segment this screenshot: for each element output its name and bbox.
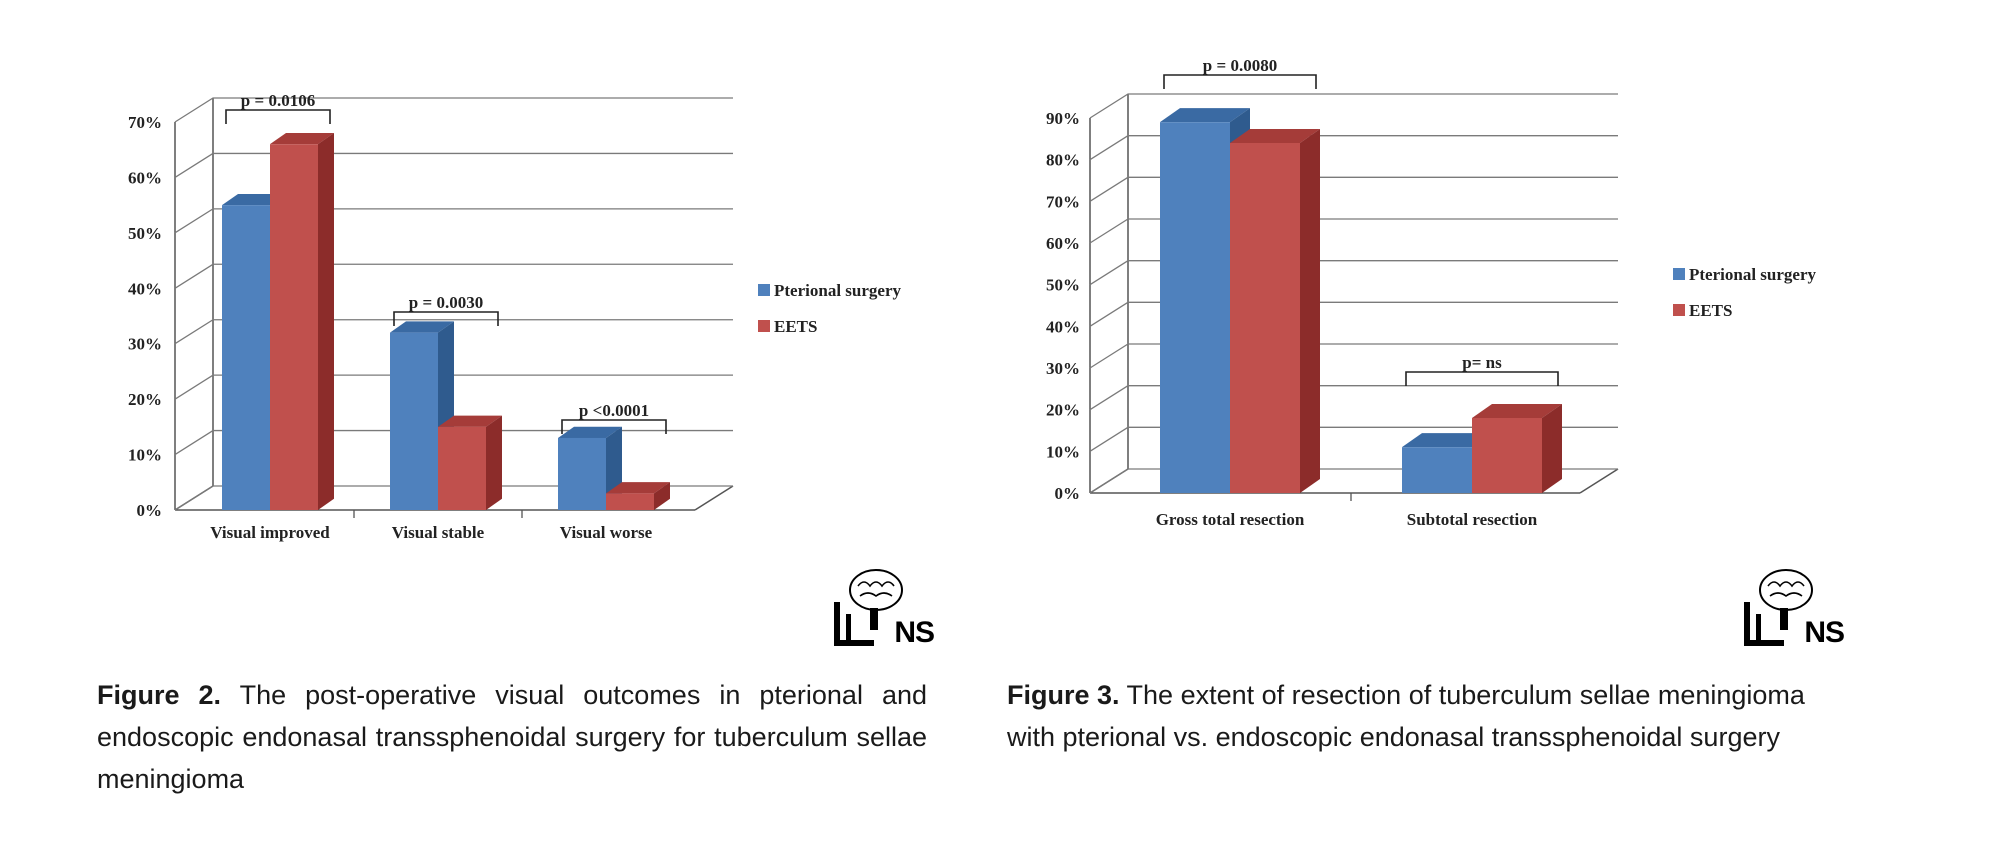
y-tick-label: 90% (1046, 109, 1080, 128)
bar-pterional (222, 205, 270, 510)
y-tick-label: 70% (1046, 192, 1080, 211)
figure-2-text: The post-operative visual outcomes in pt… (97, 680, 927, 794)
bar-pterional (558, 437, 606, 510)
legend-swatch (1673, 304, 1685, 316)
bar-top (1160, 108, 1250, 123)
bar-side (1300, 129, 1320, 493)
y-tick-label: 0% (1055, 484, 1081, 503)
bar-top (558, 426, 622, 438)
p-value-bracket (1163, 74, 1317, 89)
gridline (174, 97, 733, 123)
y-tick-label: 80% (1046, 151, 1080, 170)
y-tick-label: 20% (128, 390, 162, 409)
y-tick-label: 50% (1046, 276, 1080, 295)
y-tick-label: 30% (1046, 359, 1080, 378)
legend-label: EETS (1689, 301, 1732, 320)
gridline (1089, 426, 1618, 452)
p-value-bracket (1405, 371, 1559, 386)
y-tick-label: 60% (1046, 234, 1080, 253)
y-tick-label: 60% (128, 168, 162, 187)
gridline (174, 374, 733, 400)
logo-text: NS (894, 616, 935, 649)
gridline (174, 319, 733, 345)
legend-swatch (758, 284, 770, 296)
gridline (1089, 260, 1618, 286)
bar-pterional (390, 332, 438, 510)
figure-2-chart: 0% 10% 20% 30% 40% 50% 60% 70% Visual improved p … (128, 91, 901, 542)
p-value-bracket (225, 109, 331, 124)
x-category-label: Visual stable (392, 523, 485, 542)
figure-3-caption: Figure 3. The extent of resection of tub… (1007, 674, 1847, 758)
gridline (1089, 176, 1618, 202)
journal-logo-right: NS (1740, 568, 1845, 650)
y-tick-label: 0% (137, 501, 163, 520)
legend-label: Pterional surgery (774, 281, 901, 300)
p-value-label: p= ns (1462, 353, 1502, 372)
y-tick-label: 30% (128, 335, 162, 354)
gridline (1089, 218, 1618, 244)
x-category-label: Visual improved (210, 523, 330, 542)
y-tick-label: 70% (128, 113, 162, 132)
bar-pterional (1160, 122, 1230, 494)
bar-top (1402, 433, 1492, 448)
figure-3-label: Figure 3. (1007, 680, 1120, 710)
bar-side (486, 415, 502, 510)
legend-label: EETS (774, 317, 817, 336)
p-value-label: p = 0.0106 (241, 91, 315, 110)
bar-side (318, 132, 334, 510)
legend-swatch (1673, 268, 1685, 280)
p-value-label: p <0.0001 (579, 401, 649, 420)
gridline (174, 263, 733, 289)
y-tick-label: 20% (1046, 401, 1080, 420)
bar-pterional (1402, 447, 1472, 493)
bar-eets (1230, 143, 1300, 493)
bar-side (654, 482, 670, 510)
logo-text: NS (1804, 616, 1845, 649)
journal-logo-left: NS (830, 568, 935, 650)
figure-3-text: The extent of resection of tuberculum se… (1007, 680, 1805, 752)
bar-eets (606, 493, 654, 510)
brain-logo-icon (834, 569, 903, 646)
legend-label: Pterional surgery (1689, 265, 1816, 284)
bar-top (390, 321, 454, 333)
p-value-bracket (561, 419, 667, 434)
gridline (1089, 301, 1618, 327)
bar-top (606, 482, 670, 494)
bar-eets (1472, 418, 1542, 493)
gridline (1089, 343, 1618, 369)
bar-eets (438, 426, 486, 510)
gridline (1089, 93, 1618, 119)
bar-top (438, 415, 502, 427)
floor-right-edge (694, 485, 734, 511)
gridline (174, 208, 733, 234)
gridline (1089, 385, 1618, 411)
y-tick-label: 10% (128, 446, 162, 465)
x-category-label: Subtotal resection (1407, 510, 1538, 529)
x-category-label: Visual worse (560, 523, 653, 542)
y-tick-label: 50% (128, 224, 162, 243)
y-tick-label: 40% (1046, 317, 1080, 336)
y-tick-label: 10% (1046, 442, 1080, 461)
bar-eets (270, 144, 318, 510)
p-value-bracket (393, 311, 499, 326)
gridline (174, 152, 733, 178)
legend-swatch (758, 320, 770, 332)
p-value-label: p = 0.0080 (1203, 56, 1277, 75)
y-tick-label: 40% (128, 279, 162, 298)
gridline (1089, 135, 1618, 161)
gridline (174, 429, 733, 456)
brain-logo-icon (1744, 569, 1813, 646)
figure-3-chart: 0% 10% 20% 30% 40% 50% 60% 70% 80% 90% Gross total… (1046, 56, 1816, 529)
bar-top (1230, 129, 1320, 143)
x-category-label: Gross total resection (1156, 510, 1305, 529)
bar-side (1542, 404, 1562, 493)
figure-2-caption: Figure 2. The post-operative visual outc… (97, 674, 927, 800)
bar-top (270, 132, 334, 145)
p-value-label: p = 0.0030 (409, 293, 483, 312)
bar-top (1472, 404, 1562, 418)
floor-right-edge (1579, 468, 1619, 494)
figure-2-label: Figure 2. (97, 680, 222, 710)
